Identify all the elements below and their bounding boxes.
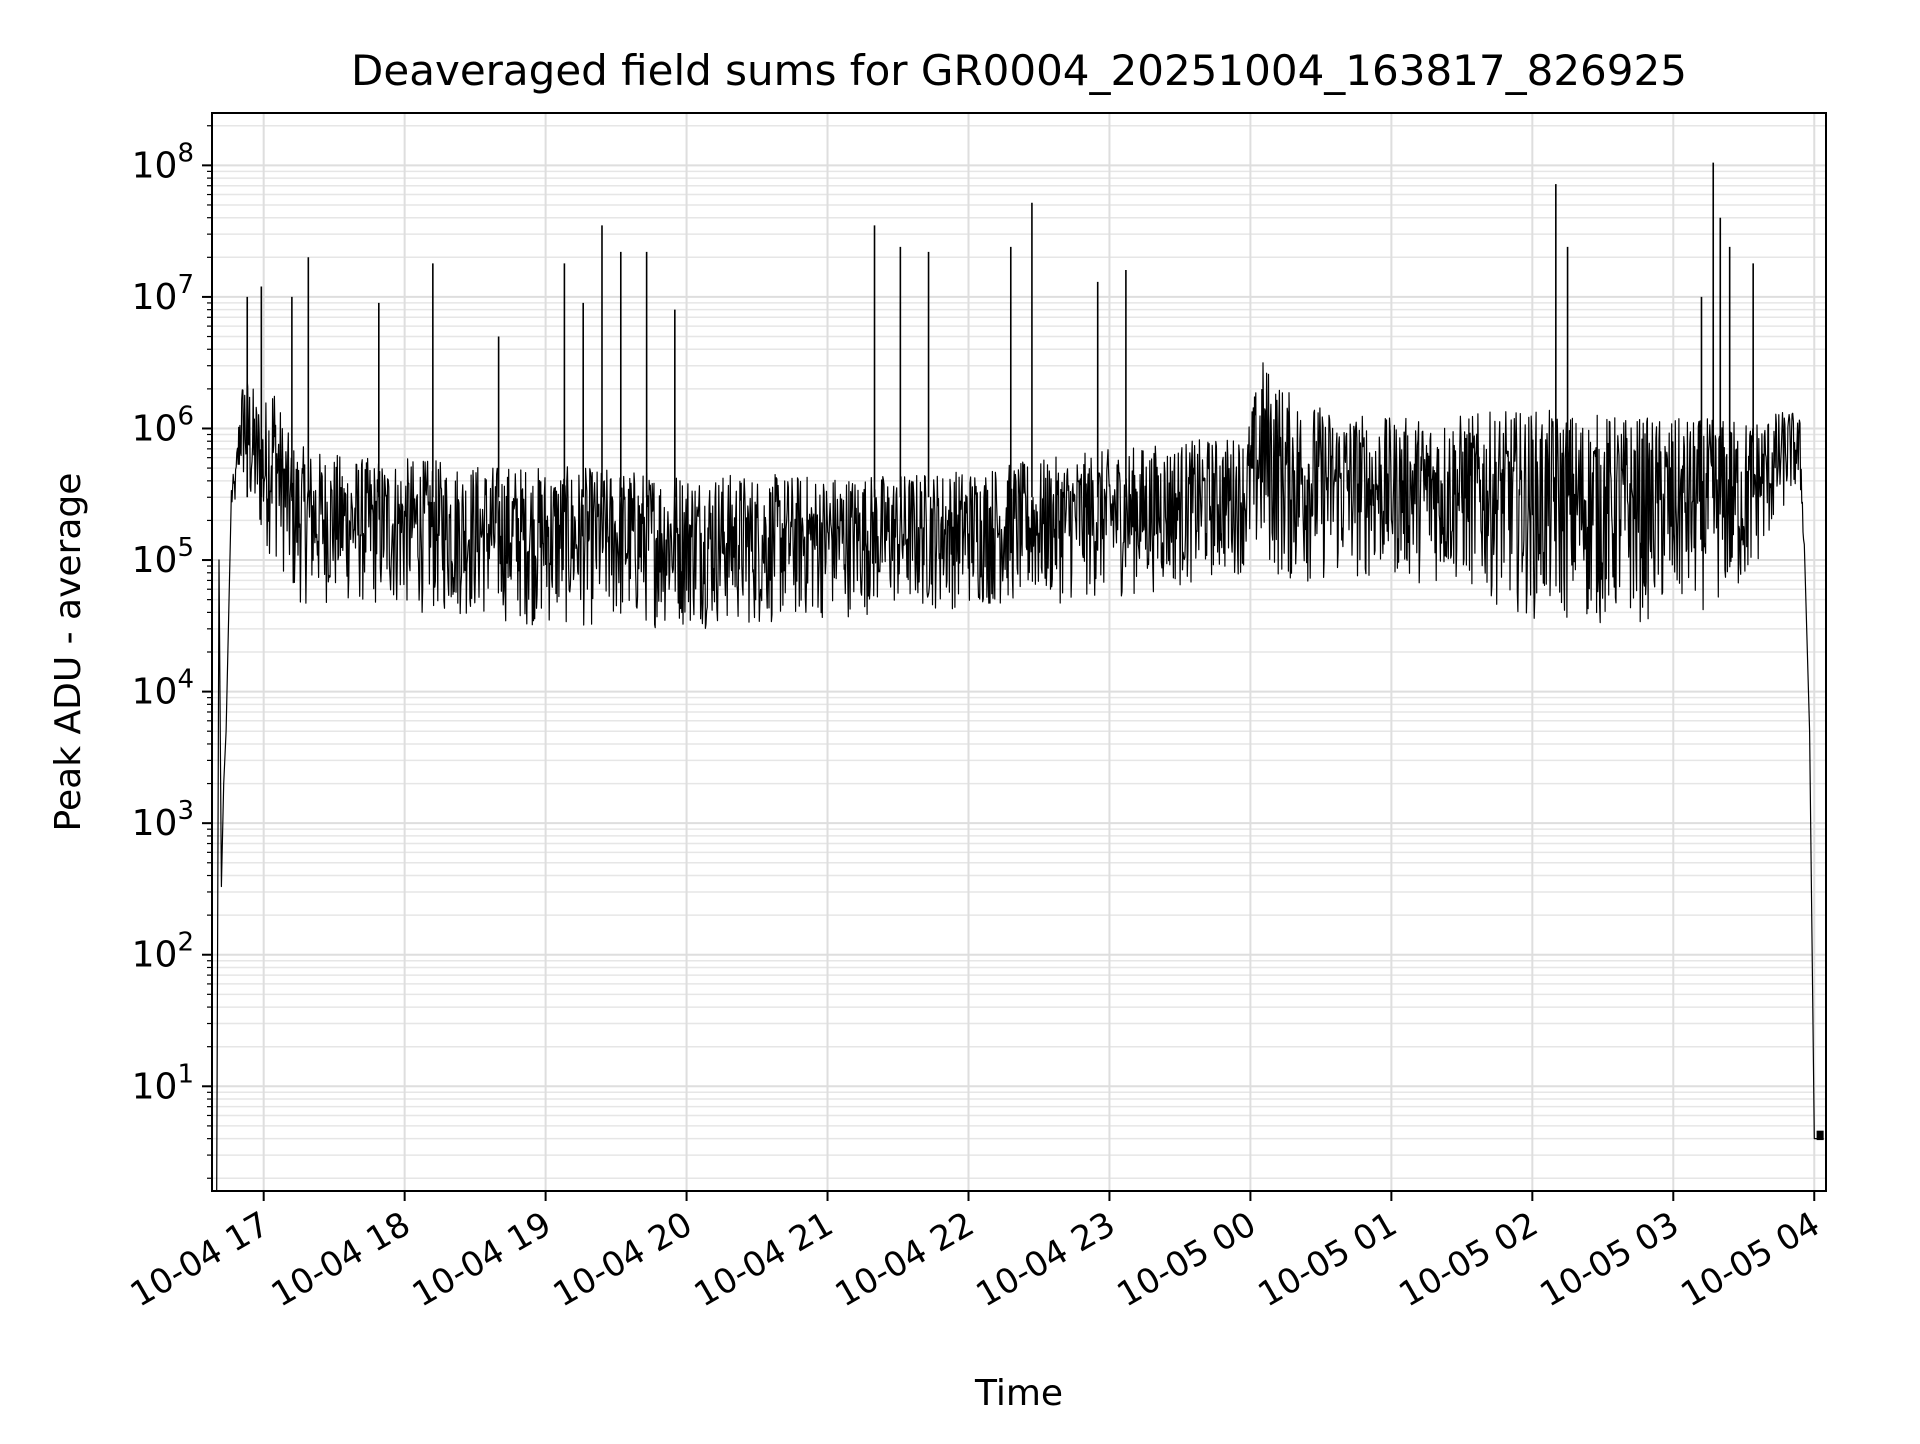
y-tick-label: 102 xyxy=(132,928,194,976)
y-tick-label: 106 xyxy=(132,401,194,449)
y-tick-label: 108 xyxy=(132,138,194,186)
series-layer xyxy=(216,162,1824,1192)
grid xyxy=(212,113,1826,1191)
y-tick-label: 101 xyxy=(132,1059,194,1107)
y-tick-label: 107 xyxy=(132,270,194,318)
y-tick-label: 104 xyxy=(132,665,194,713)
y-tick-label: 103 xyxy=(132,796,194,844)
series-tail-band xyxy=(1816,1130,1824,1141)
y-axis-label: Peak ADU - average xyxy=(48,473,89,832)
series-line xyxy=(216,362,1824,1192)
chart-title: Deaveraged field sums for GR0004_2025100… xyxy=(351,46,1687,95)
x-axis-label: Time xyxy=(974,1373,1063,1414)
y-tick-label: 105 xyxy=(132,533,194,581)
plot-frame xyxy=(211,112,1827,1192)
